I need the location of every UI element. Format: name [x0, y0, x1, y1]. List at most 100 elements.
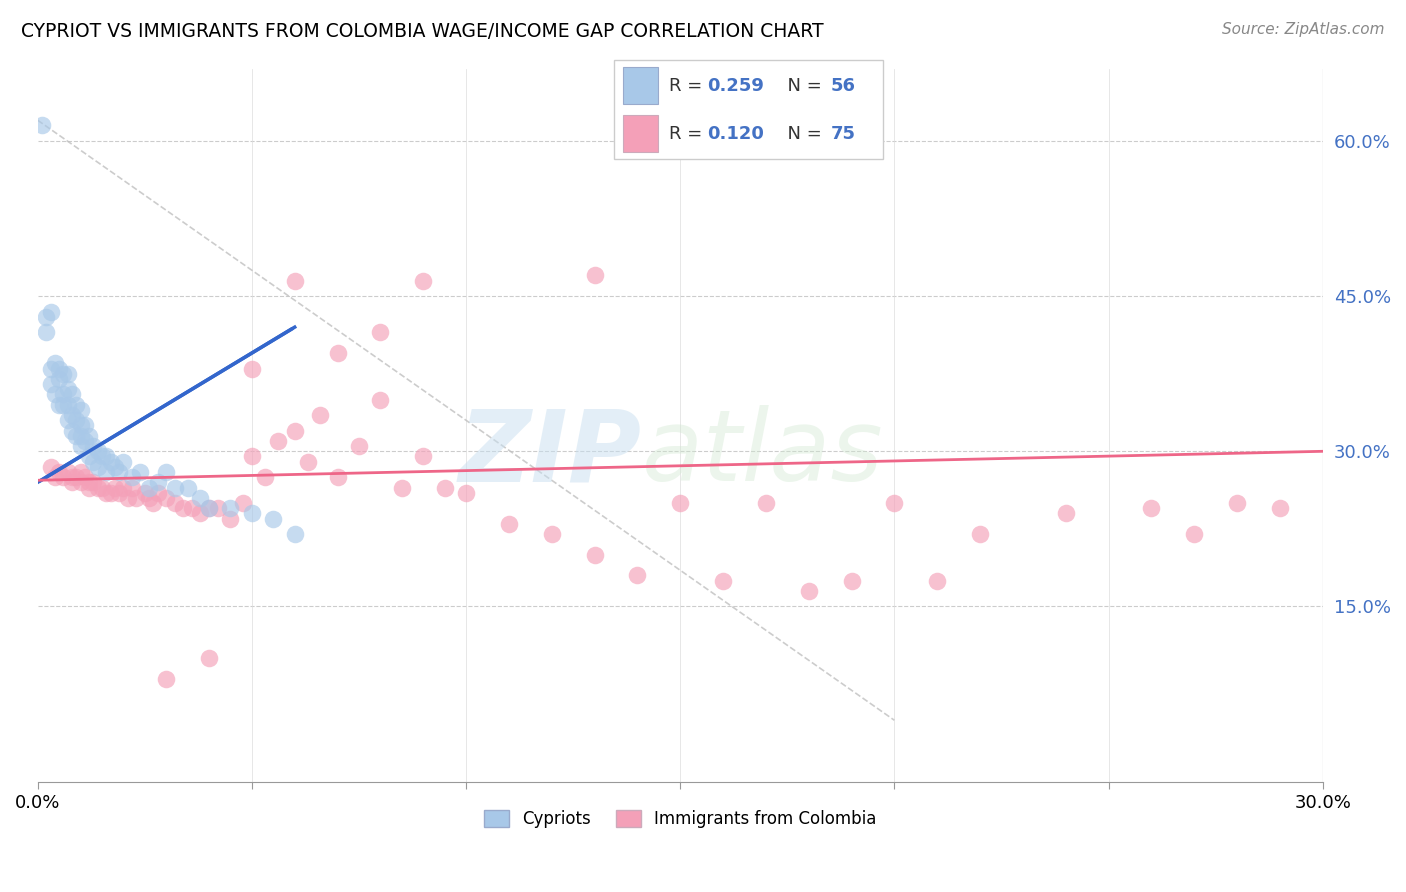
Point	[39, 377, 62, 392]
Point	[883, 496, 905, 510]
FancyBboxPatch shape	[623, 67, 658, 104]
Point	[65, 398, 87, 412]
Point	[207, 501, 229, 516]
Point	[60, 387, 83, 401]
Point	[146, 475, 169, 490]
Legend: Cypriots, Immigrants from Colombia: Cypriots, Immigrants from Colombia	[477, 803, 883, 835]
Point	[39, 459, 62, 474]
Point	[108, 485, 131, 500]
Point	[52, 387, 75, 401]
Point	[56, 465, 79, 479]
Point	[969, 527, 991, 541]
Point	[86, 444, 108, 458]
Point	[626, 568, 648, 582]
FancyBboxPatch shape	[623, 115, 658, 153]
Point	[841, 574, 863, 588]
Text: Source: ZipAtlas.com: Source: ZipAtlas.com	[1222, 22, 1385, 37]
Point	[219, 501, 242, 516]
Text: R =: R =	[669, 77, 709, 95]
Point	[669, 496, 692, 510]
Point	[112, 481, 135, 495]
Point	[583, 268, 606, 283]
Point	[48, 361, 70, 376]
Point	[284, 527, 307, 541]
Text: N =: N =	[776, 77, 828, 95]
Point	[31, 119, 53, 133]
Point	[121, 470, 143, 484]
Point	[240, 507, 263, 521]
Point	[326, 346, 349, 360]
Point	[190, 507, 212, 521]
Point	[65, 413, 87, 427]
Point	[91, 450, 114, 464]
Text: 75: 75	[831, 125, 856, 143]
Point	[498, 516, 520, 531]
Point	[39, 361, 62, 376]
Point	[146, 485, 169, 500]
Text: CYPRIOT VS IMMIGRANTS FROM COLOMBIA WAGE/INCOME GAP CORRELATION CHART: CYPRIOT VS IMMIGRANTS FROM COLOMBIA WAGE…	[21, 22, 824, 41]
Point	[48, 465, 70, 479]
Point	[73, 418, 96, 433]
Point	[65, 429, 87, 443]
Point	[129, 465, 152, 479]
Point	[1054, 507, 1077, 521]
Point	[198, 501, 221, 516]
Point	[56, 382, 79, 396]
Point	[370, 392, 392, 407]
Point	[104, 481, 127, 495]
Point	[138, 481, 160, 495]
Point	[73, 470, 96, 484]
Point	[96, 485, 118, 500]
Point	[44, 470, 66, 484]
Point	[96, 465, 118, 479]
Point	[60, 475, 83, 490]
Point	[172, 501, 194, 516]
Point	[96, 450, 118, 464]
Point	[73, 434, 96, 448]
Point	[454, 485, 477, 500]
Text: atlas: atlas	[641, 406, 883, 502]
Point	[412, 274, 434, 288]
Point	[117, 491, 139, 505]
Point	[370, 326, 392, 340]
Point	[180, 501, 202, 516]
Point	[190, 491, 212, 505]
Text: 56: 56	[831, 77, 856, 95]
Point	[121, 481, 143, 495]
Point	[284, 424, 307, 438]
Point	[1268, 501, 1291, 516]
Point	[77, 475, 100, 490]
Point	[284, 274, 307, 288]
Point	[56, 398, 79, 412]
Point	[69, 475, 91, 490]
Point	[927, 574, 949, 588]
Point	[797, 584, 820, 599]
Point	[48, 372, 70, 386]
Point	[240, 361, 263, 376]
Point	[138, 491, 160, 505]
Point	[755, 496, 778, 510]
Point	[326, 470, 349, 484]
Point	[39, 304, 62, 318]
Point	[48, 398, 70, 412]
Point	[56, 413, 79, 427]
Point	[69, 429, 91, 443]
Point	[1140, 501, 1163, 516]
Point	[60, 408, 83, 422]
Point	[198, 651, 221, 665]
Point	[112, 455, 135, 469]
Point	[65, 470, 87, 484]
Point	[134, 485, 156, 500]
Point	[262, 511, 284, 525]
Point	[100, 455, 122, 469]
Point	[44, 356, 66, 370]
Point	[104, 459, 127, 474]
Point	[155, 672, 177, 686]
Point	[77, 429, 100, 443]
Point	[77, 481, 100, 495]
Point	[35, 310, 58, 324]
Point	[52, 367, 75, 381]
Point	[540, 527, 562, 541]
Point	[240, 450, 263, 464]
Point	[82, 475, 104, 490]
